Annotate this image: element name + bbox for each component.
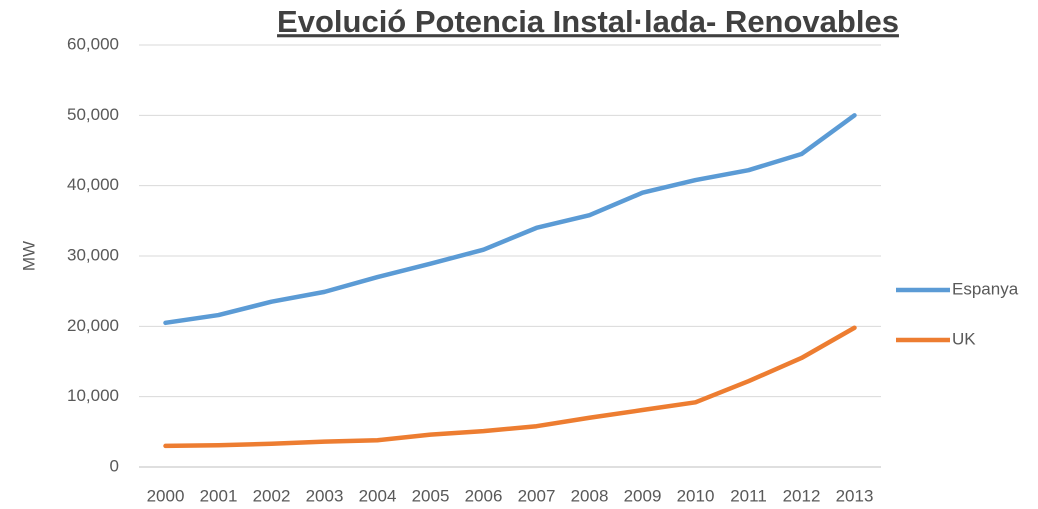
y-tick-label: 50,000 xyxy=(67,105,119,124)
x-tick-label: 2013 xyxy=(836,486,874,505)
x-tick-label: 2006 xyxy=(465,486,503,505)
y-tick-label: 0 xyxy=(110,456,119,475)
x-tick-label: 2005 xyxy=(412,486,450,505)
line-series xyxy=(163,113,857,326)
y-tick-label: 20,000 xyxy=(67,316,119,335)
x-tick-label: 2012 xyxy=(783,486,821,505)
y-tick-label: 60,000 xyxy=(67,34,119,53)
x-tick-label: 2010 xyxy=(677,486,715,505)
x-tick-label: 2002 xyxy=(253,486,291,505)
y-tick-label: 30,000 xyxy=(67,245,119,264)
chart-title: Evolució Potencia Instal·lada- Renovable… xyxy=(277,4,899,39)
legend-label: Espanya xyxy=(952,279,1019,298)
x-tick-label: 2008 xyxy=(571,486,609,505)
x-tick-label: 2009 xyxy=(624,486,662,505)
line-series xyxy=(163,325,857,449)
y-tick-label: 10,000 xyxy=(67,386,119,405)
x-tick-label: 2004 xyxy=(359,486,397,505)
x-tick-label: 2001 xyxy=(200,486,238,505)
y-tick-label: 40,000 xyxy=(67,175,119,194)
x-tick-label: 2011 xyxy=(730,486,767,505)
x-tick-label: 2007 xyxy=(518,486,556,505)
y-axis-label: MW xyxy=(19,241,38,271)
x-tick-label: 2003 xyxy=(306,486,344,505)
legend-label: UK xyxy=(952,329,976,348)
x-tick-label: 2000 xyxy=(147,486,185,505)
